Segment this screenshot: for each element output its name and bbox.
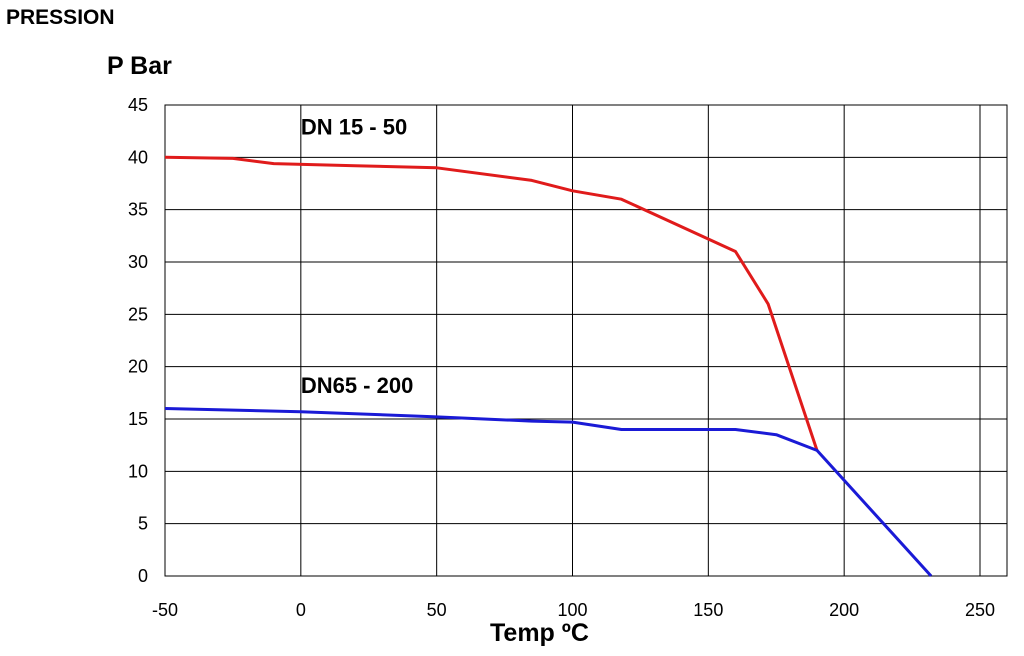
y-tick-label: 10: [128, 461, 148, 481]
x-tick-label: 100: [557, 600, 587, 620]
x-tick-label: -50: [152, 600, 178, 620]
chart-grid: [164, 104, 1008, 577]
y-tick-label: 5: [138, 514, 148, 534]
x-axis-label: Temp ºC: [490, 619, 589, 647]
series-line: [164, 155, 819, 451]
y-axis-label: P Bar: [107, 52, 172, 80]
page-title: PRESSION: [6, 6, 115, 29]
series-label: DN 15 - 50: [301, 114, 407, 139]
y-tick-label: 25: [128, 304, 148, 324]
y-tick-label: 40: [128, 147, 148, 167]
y-tick-label: 20: [128, 357, 148, 377]
y-tick-label: 15: [128, 409, 148, 429]
series-label: DN65 - 200: [301, 373, 414, 398]
y-tick-label: 0: [138, 566, 148, 586]
series-line: [164, 407, 933, 578]
y-tick-label: 35: [128, 200, 148, 220]
plot-frame: [164, 104, 1008, 577]
series-lines: [164, 155, 933, 578]
x-tick-label: 150: [693, 600, 723, 620]
y-tick-label: 30: [128, 252, 148, 272]
series-labels: DN 15 - 50 DN65 - 200: [301, 114, 414, 398]
x-tick-label: 250: [965, 600, 995, 620]
x-tick-label: 200: [829, 600, 859, 620]
x-tick-label: 50: [427, 600, 447, 620]
y-tick-label: 45: [128, 95, 148, 115]
x-tick-label: 0: [296, 600, 306, 620]
